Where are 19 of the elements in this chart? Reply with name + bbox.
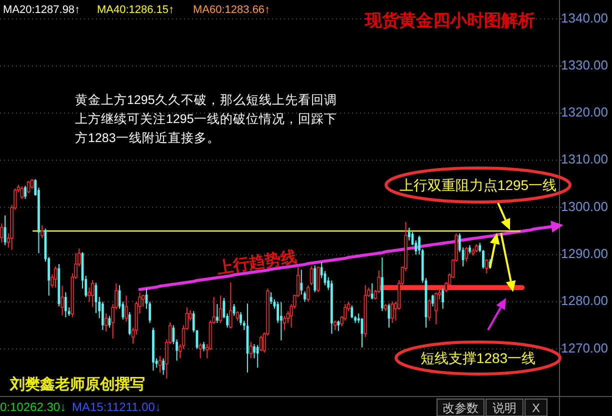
- y-tick-label: 1320.00: [561, 104, 608, 120]
- y-tick-label: 1300.00: [561, 198, 608, 214]
- y-tick-label: 1340.00: [561, 10, 608, 26]
- y-tick-label: 1310.00: [561, 152, 608, 167]
- text: 0:10262.30↓: [0, 400, 66, 414]
- text: 现货黄金四小时图解析: [364, 11, 535, 30]
- y-tick-label: 1330.00: [561, 57, 608, 72]
- annotation: MA20:1287.98↑: [3, 4, 80, 16]
- ref-line-label: 上行双重阻力点1295一线: [399, 177, 557, 193]
- y-tick-label: 1290.00: [561, 246, 608, 262]
- text: MA15:11211.00↓: [72, 400, 161, 414]
- series: 上行趋势线: [138, 220, 564, 291]
- annotation: 短线支撑1283一线: [420, 350, 536, 366]
- annotation: MA40:1286.15↑: [97, 4, 174, 16]
- annotation: 黄金上方1295久久不破，那么短线上先看回调上方继续可关注1295一线的破位情况，回踩下方1283一线附近直接多。: [75, 92, 337, 145]
- y-tick-label: 1270.00: [561, 340, 608, 356]
- annotation: MA60:1283.66↑: [193, 4, 270, 16]
- y-tick-label: 1280.00: [561, 293, 608, 308]
- annotation: 刘樊鑫老师原创撰写: [9, 375, 145, 393]
